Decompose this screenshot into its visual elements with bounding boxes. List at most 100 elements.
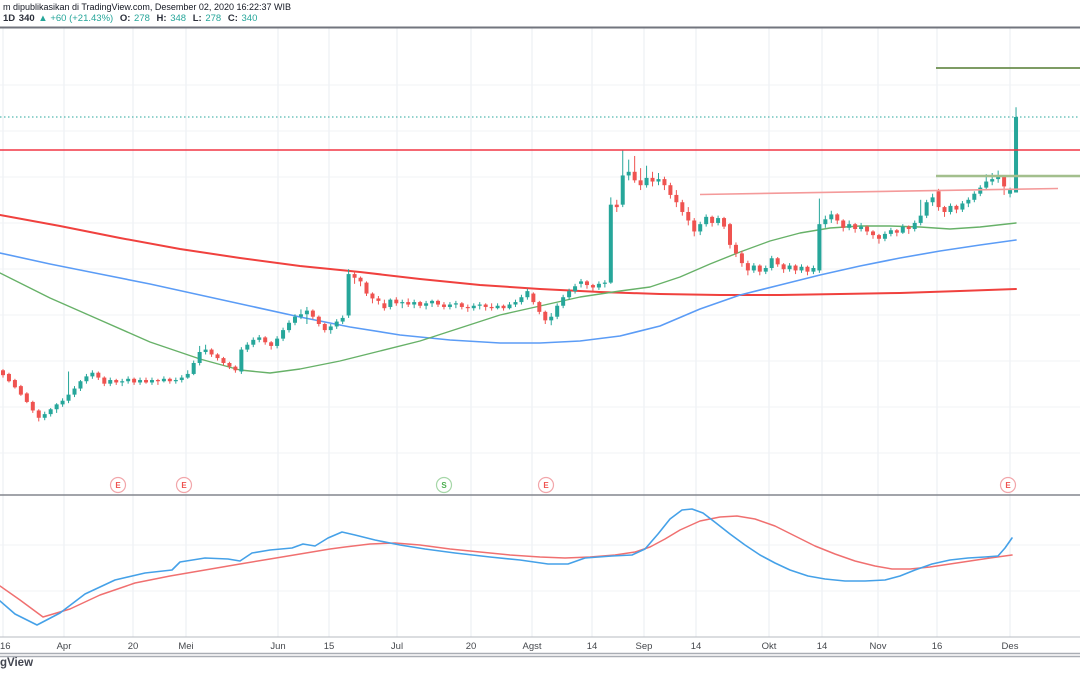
candle-body (352, 274, 357, 278)
candle-body (471, 305, 476, 309)
candle-body (424, 303, 429, 306)
oscillator-pane (0, 508, 1013, 626)
event-marker-letter: S (441, 481, 447, 490)
candle-body (519, 297, 524, 303)
candle-body (799, 266, 804, 271)
candle-body (638, 180, 643, 186)
moving-averages (0, 214, 1017, 374)
candle-body (674, 194, 679, 203)
candle-body (513, 302, 518, 305)
candle-body (149, 380, 154, 383)
candle-body (555, 305, 560, 317)
candle-body (465, 306, 470, 309)
candle-body (84, 376, 89, 382)
candle-body (436, 300, 441, 305)
candle-body (787, 265, 792, 270)
candle-body (620, 175, 625, 205)
trendline-pink[interactable] (699, 187, 1059, 196)
candle-body (835, 214, 840, 221)
drawn-levels (0, 67, 1080, 196)
candle-body (859, 226, 864, 230)
candle-body (441, 304, 446, 307)
candle-body (775, 258, 780, 265)
candle-body (185, 373, 190, 378)
candle-body (632, 171, 637, 181)
candle-body (155, 380, 160, 382)
gridlines (0, 28, 1080, 637)
candle-body (900, 226, 905, 233)
time-axis[interactable]: 16 Apr 20 Mei Jun 15 Jul 20 Agst 14 Sep 14 Okt 14 Nov 1… (0, 641, 1019, 652)
candle-body (477, 304, 482, 306)
candle-body (394, 299, 399, 304)
publish-note: m dipublikasikan di TradingView.com, Des… (3, 2, 291, 12)
candle-body (704, 216, 709, 225)
candle-body (12, 380, 17, 388)
candle-body (495, 305, 500, 309)
tradingview-attribution: gView (0, 657, 34, 669)
candle-body (608, 204, 613, 283)
candle-body (573, 286, 578, 292)
candle-body (179, 377, 184, 381)
time-axis-label: Jun (270, 641, 285, 652)
event-marker-circle[interactable] (999, 476, 1017, 494)
candle-body (322, 324, 327, 331)
candle-body (793, 265, 798, 271)
candle-body (1008, 190, 1013, 194)
candle-body (412, 302, 417, 305)
candle-body (382, 303, 387, 309)
close-value: 340 (241, 12, 258, 24)
time-axis-label: 14 (691, 641, 702, 652)
time-axis-label: Okt (762, 641, 777, 652)
candle-body (686, 211, 691, 221)
candle-body (209, 349, 214, 355)
candle-body (990, 179, 995, 182)
candle-body (316, 316, 321, 325)
candle-body (757, 265, 762, 272)
candle-body (6, 373, 11, 382)
candle-body (388, 299, 393, 307)
event-marker-circle[interactable] (537, 476, 555, 494)
candle-body (233, 366, 238, 371)
candle-body (996, 176, 1001, 180)
time-axis-label: 15 (324, 641, 335, 652)
close-label: C: (227, 12, 238, 24)
candle-body (972, 193, 977, 200)
candle-body (221, 358, 226, 363)
candle-body (912, 222, 917, 230)
candle-body (78, 381, 83, 389)
candle-body (191, 362, 196, 374)
candle-body (227, 362, 232, 367)
candle-body (531, 293, 536, 303)
event-marker-circle[interactable] (109, 476, 127, 494)
candle-body (328, 326, 333, 331)
time-axis-label: 20 (466, 641, 477, 652)
event-marker-circle[interactable] (175, 476, 193, 494)
candle-body (483, 304, 488, 307)
candle-body (1002, 176, 1007, 187)
candle-body (239, 349, 244, 372)
candle-body (561, 297, 566, 306)
candle-body (203, 349, 208, 353)
candle-body (24, 393, 29, 402)
candle-body (358, 277, 363, 282)
candle-body (614, 204, 619, 208)
candle-body (602, 282, 607, 284)
candle-body (48, 409, 53, 415)
open-label: O: (119, 12, 131, 24)
candle-body (18, 386, 23, 395)
candle-body (370, 293, 375, 299)
candle-body (60, 400, 65, 405)
candle-body (310, 310, 315, 317)
event-marker-circle[interactable] (435, 476, 453, 494)
interval-label[interactable]: 1D (3, 12, 16, 24)
candle-body (298, 314, 303, 317)
time-axis-label: Apr (57, 641, 72, 652)
candle-body (418, 302, 423, 306)
candle-body (197, 352, 202, 363)
high-value: 348 (170, 12, 187, 24)
candle-body (841, 220, 846, 228)
candle-body (453, 303, 458, 305)
